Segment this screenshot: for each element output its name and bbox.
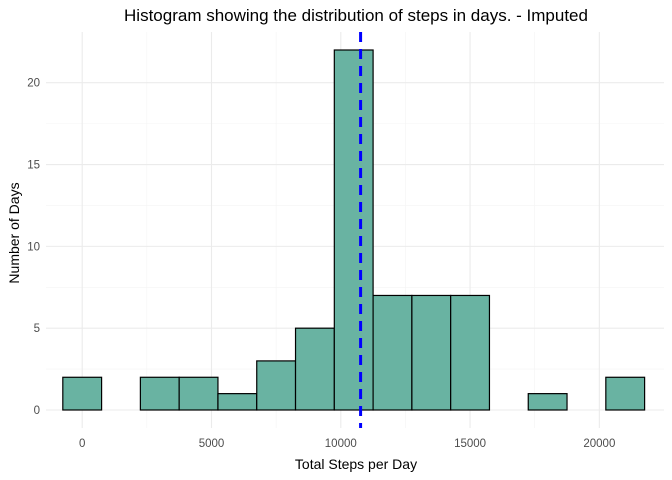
y-tick-label: 0 (34, 405, 40, 417)
histogram-bars (62, 49, 646, 411)
histogram-bar (294, 327, 335, 411)
y-tick-label: 20 (27, 78, 40, 90)
y-axis-ticks: 0 5 10 15 20 (27, 78, 40, 417)
y-tick-label: 15 (27, 160, 40, 172)
histogram-bar (411, 294, 452, 411)
chart-title: Histogram showing the distribution of st… (124, 6, 588, 25)
x-tick-label: 10000 (325, 438, 357, 450)
x-axis-title: Total Steps per Day (295, 456, 417, 472)
histogram-bar (217, 393, 258, 411)
x-tick-label: 20000 (583, 438, 615, 450)
histogram-bar (62, 376, 103, 411)
x-tick-label: 15000 (454, 438, 486, 450)
histogram-bar (605, 376, 646, 411)
x-tick-label: 5000 (199, 438, 225, 450)
histogram-bar (256, 360, 297, 411)
histogram-bar (372, 294, 413, 411)
histogram-bar (139, 376, 180, 411)
x-axis-ticks: 0 5000 10000 15000 20000 (79, 438, 615, 450)
histogram-bar (527, 393, 568, 411)
histogram-bar (178, 376, 219, 411)
y-tick-label: 10 (27, 241, 40, 253)
y-axis-title: Number of Days (6, 182, 22, 283)
histogram-bar (450, 294, 491, 411)
histogram-bar (333, 49, 374, 411)
y-tick-label: 5 (34, 323, 40, 335)
x-tick-label: 0 (79, 438, 85, 450)
